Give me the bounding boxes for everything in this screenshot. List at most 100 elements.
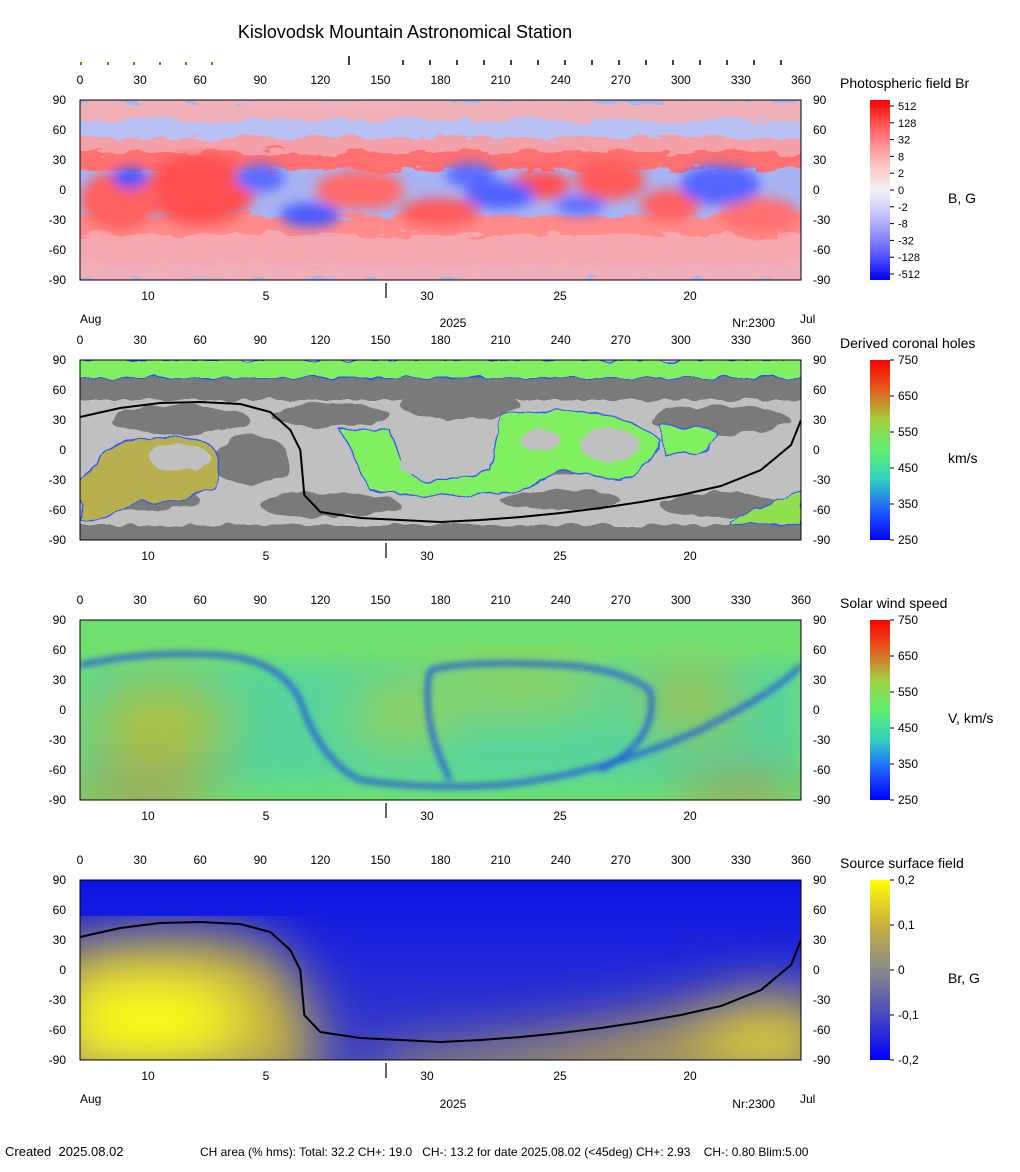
date-tick-label: 20 <box>683 809 697 823</box>
lon-tick-label: 210 <box>491 593 511 607</box>
date-tick-label: 5 <box>263 289 270 303</box>
colorbar-tick-label: -8 <box>898 219 908 231</box>
date-tick-label: 30 <box>420 1069 434 1083</box>
right-month-label-top: Jul <box>800 312 815 326</box>
source-surface-map <box>80 880 801 1060</box>
lon-tick-label: 150 <box>370 853 390 867</box>
lat-tick-label: -60 <box>813 763 831 777</box>
lon-tick-label: 120 <box>310 593 330 607</box>
lon-tick-label: 360 <box>791 73 811 87</box>
lat-tick-label: -60 <box>49 763 67 777</box>
date-tick-label: 5 <box>263 549 270 563</box>
solar-wind-frame <box>79 619 802 801</box>
date-tick-label: 20 <box>683 289 697 303</box>
colorbar-unit-photospheric: B, G <box>948 190 976 206</box>
neutral-line-source-surface <box>80 920 801 1044</box>
lon-tick-label: 270 <box>611 593 631 607</box>
colorbar-tick-label: 650 <box>898 389 918 403</box>
date-tick-label: 10 <box>141 289 155 303</box>
colorbar-tick-label: -128 <box>898 252 920 264</box>
colorbar-tick-label: 512 <box>898 101 916 113</box>
photospheric-map <box>80 100 801 280</box>
date-tick-label: 20 <box>683 1069 697 1083</box>
lon-tick-label: 30 <box>133 73 147 87</box>
date-tick-label: 25 <box>553 1069 567 1083</box>
lat-tick-label: -30 <box>813 733 831 747</box>
colorbar-source_surface <box>870 880 890 1060</box>
lat-tick-label: 90 <box>53 613 67 627</box>
lon-tick-label: 300 <box>671 593 691 607</box>
lon-tick-label: 330 <box>731 73 751 87</box>
year-label-top: 2025 <box>440 316 467 330</box>
lat-tick-label: 60 <box>813 903 827 917</box>
lon-tick-label: 90 <box>254 73 268 87</box>
colorbar-tick-label: 128 <box>898 118 916 130</box>
date-tick-label: 25 <box>553 289 567 303</box>
lon-tick-label: 360 <box>791 593 811 607</box>
photospheric-frame <box>79 99 802 281</box>
lon-tick-label: 270 <box>611 853 631 867</box>
lat-tick-label: 90 <box>53 93 67 107</box>
lat-tick-label: -90 <box>49 273 67 287</box>
lon-tick-label: 240 <box>551 333 571 347</box>
lat-tick-label: -30 <box>813 473 831 487</box>
colorbar-unit-solar_wind: V, km/s <box>948 710 993 726</box>
top-date-marks <box>80 56 782 65</box>
colorbar-solar_wind <box>870 620 890 800</box>
lat-tick-label: -30 <box>49 473 67 487</box>
panel-caption-source_surface: Source surface field <box>840 855 964 871</box>
lon-tick-label: 330 <box>731 333 751 347</box>
date-tick-label: 10 <box>141 549 155 563</box>
lat-tick-label: 60 <box>53 643 67 657</box>
rotation-label-top: Nr:2300 <box>732 316 775 330</box>
date-tick-label: 30 <box>420 549 434 563</box>
lat-tick-label: 30 <box>53 933 67 947</box>
lat-tick-label: -90 <box>813 273 831 287</box>
panel-caption-photospheric: Photospheric field Br <box>840 75 970 91</box>
colorbar-tick-label: -32 <box>898 235 914 247</box>
lat-tick-label: -90 <box>49 793 67 807</box>
lon-tick-label: 180 <box>430 73 450 87</box>
lat-tick-label: 60 <box>53 903 67 917</box>
colorbar-tick-label: 550 <box>898 425 918 439</box>
lat-tick-label: -60 <box>813 503 831 517</box>
lon-tick-label: 90 <box>254 593 268 607</box>
lat-tick-label: -90 <box>813 1053 831 1067</box>
lat-tick-label: -30 <box>49 213 67 227</box>
colorbar-tick-label: 0,2 <box>898 873 915 887</box>
lon-tick-label: 180 <box>430 853 450 867</box>
date-tick-label: 5 <box>263 809 270 823</box>
lat-tick-label: 0 <box>59 703 66 717</box>
lat-tick-label: 30 <box>53 413 67 427</box>
lon-tick-label: 90 <box>254 853 268 867</box>
lon-tick-label: 150 <box>370 73 390 87</box>
date-tick-label: 5 <box>263 1069 270 1083</box>
left-month-label-top: Aug <box>80 312 101 326</box>
lon-tick-label: 60 <box>193 853 207 867</box>
year-label-bottom: 2025 <box>440 1097 467 1111</box>
lon-tick-label: 30 <box>133 333 147 347</box>
coronal-holes-frame <box>79 359 802 541</box>
lon-tick-label: 90 <box>254 333 268 347</box>
lat-tick-label: -30 <box>49 993 67 1007</box>
lon-tick-label: 330 <box>731 593 751 607</box>
lat-tick-label: 60 <box>53 123 67 137</box>
lat-tick-label: 0 <box>59 443 66 457</box>
colorbar-tick-label: 0,1 <box>898 918 915 932</box>
lat-tick-label: -90 <box>49 533 67 547</box>
lat-tick-label: 30 <box>813 673 827 687</box>
rotation-label-bottom: Nr:2300 <box>732 1097 775 1111</box>
lat-tick-label: 90 <box>53 353 67 367</box>
page-title: Kislovodsk Mountain Astronomical Station <box>238 22 572 42</box>
lat-tick-label: 60 <box>813 123 827 137</box>
colorbar-tick-label: 0 <box>898 185 904 197</box>
colorbar-tick-label: 650 <box>898 649 918 663</box>
lat-tick-label: 30 <box>813 413 827 427</box>
colorbar-tick-label: 0 <box>898 963 905 977</box>
lon-tick-label: 300 <box>671 853 691 867</box>
lat-tick-label: -30 <box>813 213 831 227</box>
lat-tick-label: 90 <box>813 93 827 107</box>
lat-tick-label: 0 <box>813 183 820 197</box>
lon-tick-label: 300 <box>671 73 691 87</box>
